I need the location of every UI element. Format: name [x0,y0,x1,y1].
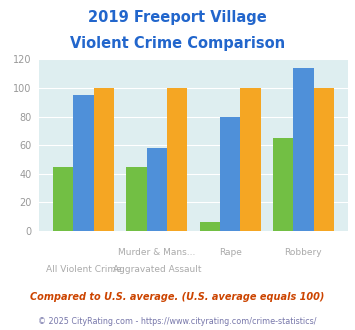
Bar [273,138,293,231]
Text: All Violent Crime: All Violent Crime [46,265,121,274]
Bar [200,222,220,231]
Bar [147,148,167,231]
Bar [73,95,94,231]
Text: Compared to U.S. average. (U.S. average equals 100): Compared to U.S. average. (U.S. average … [30,292,325,302]
Text: Robbery: Robbery [284,248,322,257]
Text: Murder & Mans...: Murder & Mans... [118,248,196,257]
Bar [167,88,187,231]
Bar [240,88,261,231]
Bar [94,88,114,231]
Bar [53,167,73,231]
Legend: Freeport Village, New York, National: Freeport Village, New York, National [37,329,350,330]
Bar [293,68,313,231]
Bar [313,88,334,231]
Text: 2019 Freeport Village: 2019 Freeport Village [88,10,267,25]
Text: Rape: Rape [219,248,241,257]
Text: © 2025 CityRating.com - https://www.cityrating.com/crime-statistics/: © 2025 CityRating.com - https://www.city… [38,317,317,326]
Text: Aggravated Assault: Aggravated Assault [113,265,201,274]
Bar [220,116,240,231]
Text: Violent Crime Comparison: Violent Crime Comparison [70,36,285,51]
Bar [126,167,147,231]
